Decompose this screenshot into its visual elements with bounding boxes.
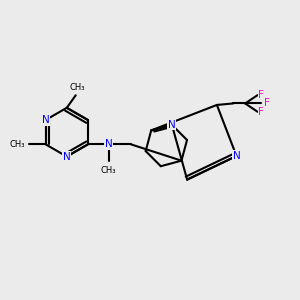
Text: N: N xyxy=(42,115,50,125)
Text: CH₃: CH₃ xyxy=(101,166,116,175)
Text: F: F xyxy=(264,98,270,108)
Text: CH₃: CH₃ xyxy=(9,140,25,149)
Text: N: N xyxy=(232,151,240,161)
Text: F: F xyxy=(258,90,264,100)
Text: F: F xyxy=(258,107,264,117)
Text: N: N xyxy=(105,140,112,149)
Text: N: N xyxy=(63,152,71,161)
Text: N: N xyxy=(168,120,176,130)
Text: CH₃: CH₃ xyxy=(69,83,85,92)
